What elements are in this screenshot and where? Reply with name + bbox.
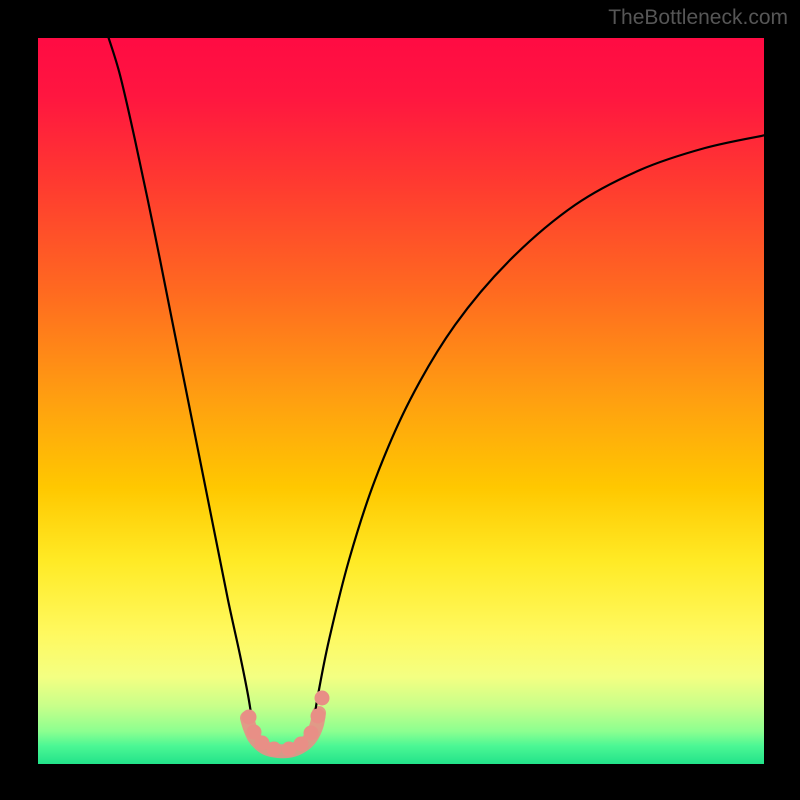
valley-marker	[267, 742, 282, 757]
valley-marker	[304, 726, 319, 741]
valley-marker	[311, 709, 326, 724]
chart-svg	[0, 0, 800, 800]
plot-area	[38, 38, 764, 764]
watermark-text: TheBottleneck.com	[608, 6, 788, 30]
chart-container: TheBottleneck.com	[0, 0, 800, 800]
valley-marker	[242, 710, 257, 725]
valley-marker	[315, 691, 330, 706]
